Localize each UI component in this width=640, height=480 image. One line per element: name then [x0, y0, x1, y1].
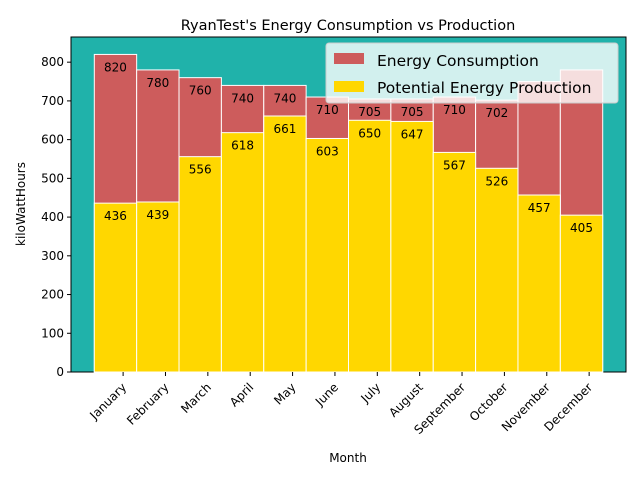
- y-tick-label: 600: [41, 133, 64, 147]
- data-label-potential-energy-production-november: 457: [528, 201, 551, 215]
- data-label-potential-energy-production-september: 567: [443, 158, 466, 172]
- x-tick-label-april: April: [227, 380, 256, 409]
- legend: Energy Consumption Potential Energy Prod…: [325, 42, 619, 104]
- legend-box: [325, 42, 619, 104]
- data-label-potential-energy-production-august: 647: [401, 127, 424, 141]
- data-label-potential-energy-production-july: 650: [358, 126, 381, 140]
- y-tick-label: 400: [41, 210, 64, 224]
- bar-potential-energy-production-december: [559, 214, 604, 373]
- data-label-potential-energy-production-december: 405: [570, 221, 593, 235]
- bar-potential-energy-production-february: [136, 201, 180, 373]
- legend-label-potential-energy-production: Potential Energy Production: [377, 79, 592, 97]
- y-tick-label: 800: [41, 55, 64, 69]
- data-label-potential-energy-production-may: 661: [273, 122, 296, 136]
- y-tick-label: 0: [56, 365, 64, 379]
- bar-potential-energy-production-october: [475, 167, 519, 373]
- x-tick-label-june: June: [312, 380, 341, 409]
- legend-swatch-potential-energy-production: [334, 81, 364, 92]
- data-label-energy-consumption-january: 820: [104, 60, 127, 74]
- bar-potential-energy-production-july: [348, 119, 392, 373]
- y-axis: 0 100 200 300 400 500 600 700 800: [41, 55, 71, 379]
- bar-potential-energy-production-september: [432, 151, 477, 373]
- data-label-energy-consumption-may: 740: [273, 91, 296, 105]
- legend-label-energy-consumption: Energy Consumption: [377, 52, 539, 70]
- data-label-energy-consumption-april: 740: [231, 91, 254, 105]
- data-label-potential-energy-production-march: 556: [189, 163, 212, 177]
- data-label-potential-energy-production-february: 439: [146, 208, 169, 222]
- bar-potential-energy-production-april: [220, 132, 265, 373]
- y-tick-label: 500: [41, 171, 64, 185]
- bar-potential-energy-production-january: [93, 202, 138, 373]
- data-label-energy-consumption-august: 705: [401, 105, 424, 119]
- y-tick-label: 700: [41, 94, 64, 108]
- y-tick-label: 100: [41, 326, 64, 340]
- x-tick-label-october: October: [467, 380, 511, 424]
- x-tick-label-january: January: [86, 380, 129, 423]
- x-tick-label-july: July: [358, 380, 384, 406]
- bar-potential-energy-production-may: [263, 115, 307, 373]
- value-labels-group: 820 780 760 740 740 710 705 705 710 702 436 439 556 6…: [104, 60, 593, 235]
- x-tick-label-march: March: [178, 380, 214, 416]
- data-label-energy-consumption-september: 710: [443, 103, 466, 117]
- x-tick-label-august: August: [386, 380, 426, 420]
- x-tick-label-may: May: [271, 380, 298, 407]
- data-label-energy-consumption-june: 710: [316, 103, 339, 117]
- data-label-potential-energy-production-june: 603: [316, 144, 339, 158]
- data-label-potential-energy-production-april: 618: [231, 139, 254, 153]
- data-label-energy-consumption-march: 760: [189, 84, 212, 98]
- data-label-energy-consumption-october: 702: [485, 106, 508, 120]
- data-label-potential-energy-production-january: 436: [104, 209, 127, 223]
- x-axis-label: Month: [329, 451, 367, 465]
- legend-swatch-energy-consumption: [334, 53, 364, 64]
- data-label-energy-consumption-july: 705: [358, 105, 381, 119]
- bar-potential-energy-production-june: [305, 137, 349, 373]
- chart-title: RyanTest's Energy Consumption vs Product…: [181, 18, 516, 34]
- bar-potential-energy-production-august: [390, 120, 434, 373]
- data-label-potential-energy-production-october: 526: [485, 174, 508, 188]
- y-tick-label: 200: [41, 288, 64, 302]
- y-axis-label: kiloWattHours: [14, 162, 28, 246]
- data-label-energy-consumption-february: 780: [146, 76, 169, 90]
- bars-group: [93, 53, 604, 373]
- y-tick-label: 300: [41, 249, 64, 263]
- x-tick-label-february: February: [124, 380, 172, 428]
- bar-potential-energy-production-march: [178, 156, 222, 373]
- bar-potential-energy-production-november: [517, 194, 561, 373]
